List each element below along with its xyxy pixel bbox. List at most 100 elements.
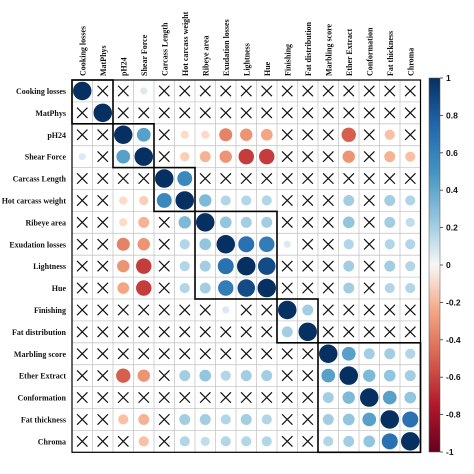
nonsignificant-cross [302,194,314,207]
nonsignificant-cross [240,172,252,185]
correlation-circle [261,216,273,228]
col-label: MatPhys [99,45,108,76]
correlation-circle [261,195,272,206]
nonsignificant-cross [220,85,232,97]
nonsignificant-cross [158,391,170,404]
correlation-circle [114,125,133,144]
nonsignificant-cross [158,370,170,382]
correlation-circle [140,87,148,95]
correlation-circle [218,280,234,296]
correlation-circle [139,195,149,206]
correlation-circle [401,432,420,451]
correlation-circle [200,436,210,446]
nonsignificant-cross [302,370,314,382]
nonsignificant-cross [76,348,88,360]
correlation-circle [177,171,193,187]
correlation-circle [405,151,416,162]
colorbar-tick-label: -0.4 [446,335,461,345]
correlation-circle [217,258,234,275]
col-label: Hue [263,61,272,76]
nonsignificant-cross [240,326,252,338]
nonsignificant-cross [302,107,314,119]
nonsignificant-cross [302,391,314,404]
nonsignificant-cross [199,107,211,119]
correlation-circle [281,326,293,338]
row-label: Finishing [34,306,66,315]
nonsignificant-cross [363,326,375,338]
row-label: Fat thickness [21,415,66,424]
nonsignificant-cross [363,85,375,97]
nonsignificant-cross [404,304,416,316]
nonsignificant-cross [363,282,375,294]
correlation-circle [384,129,395,140]
correlation-circle [321,368,336,383]
nonsignificant-cross [199,172,211,185]
colorbar-tick-label: 0 [446,260,451,270]
nonsignificant-cross [158,348,170,360]
correlation-circle [240,370,252,382]
correlation-circle [238,148,254,165]
correlation-circle [155,169,174,188]
row-labels: Cooking losses MatPhys pH24 Shear Force Carc… [2,87,67,446]
nonsignificant-cross [199,326,211,338]
correlation-circle [382,390,397,405]
col-label: Carcass Length [160,22,169,76]
nonsignificant-cross [302,85,314,97]
nonsignificant-cross [97,304,109,316]
cluster-boxes [71,79,422,454]
correlation-circle [237,256,256,276]
correlation-circle [137,238,150,251]
nonsignificant-cross [302,238,314,250]
correlation-circle [237,279,256,297]
correlation-circle [261,414,272,425]
correlation-circle [405,217,415,227]
correlation-circle [219,150,232,163]
row-label: Ribeye area [25,218,66,227]
nonsignificant-cross [281,348,293,360]
nonsignificant-cross [322,304,334,316]
nonsignificant-cross [384,304,396,316]
nonsignificant-cross [281,85,293,97]
correlation-circle [216,235,235,254]
nonsignificant-cross [363,216,375,228]
nonsignificant-cross [138,391,150,404]
nonsignificant-cross [76,260,88,272]
nonsignificant-cross [363,172,375,185]
correlation-circle [196,213,215,232]
nonsignificant-cross [363,238,375,250]
nonsignificant-cross [261,107,273,119]
nonsignificant-cross [322,326,334,338]
correlation-circle [339,366,358,385]
correlation-circle [343,260,355,272]
correlation-circle [219,216,232,229]
row-label: Cooking losses [16,87,66,96]
correlation-circle [179,436,190,447]
nonsignificant-cross [363,194,375,207]
row-label: Exudation losses [9,240,66,249]
nonsignificant-cross [261,348,273,360]
nonsignificant-cross [261,391,273,404]
correlation-circle [323,436,334,447]
correlation-circle [343,239,354,250]
correlation-circle [179,261,190,272]
correlation-circle [137,369,150,382]
nonsignificant-cross [302,282,314,294]
nonsignificant-cross [158,107,170,119]
nonsignificant-cross [343,172,355,185]
correlation-circle [381,433,398,450]
correlation-circle [384,216,396,228]
correlation-circle [259,148,275,165]
nonsignificant-cross [384,326,396,338]
nonsignificant-cross [117,326,129,338]
nonsignificant-cross [97,216,109,228]
correlation-circle [302,304,314,316]
colorbar-tick-label: -1 [446,447,454,457]
nonsignificant-cross [220,172,232,185]
correlation-circle [241,195,252,206]
correlation-circle [342,413,355,426]
correlation-circle [342,391,355,404]
col-label: Fat distribution [304,21,313,76]
correlation-circle [117,282,130,294]
nonsignificant-cross [322,129,334,141]
correlation-circle [136,280,152,296]
